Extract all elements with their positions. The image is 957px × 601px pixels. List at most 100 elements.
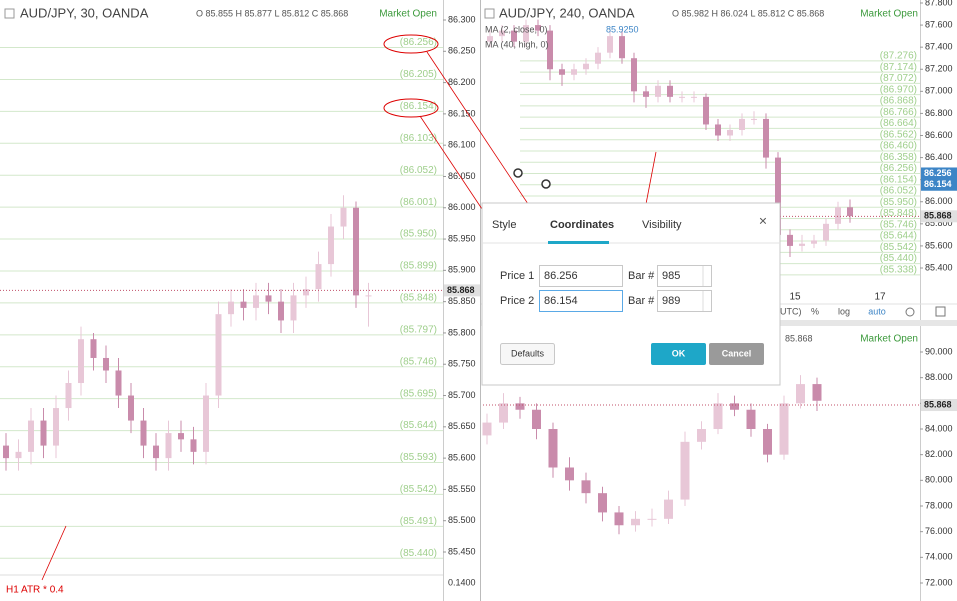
auto-button[interactable]: auto <box>868 306 886 316</box>
price-label-box <box>444 284 480 297</box>
percent-button[interactable]: % <box>811 306 819 316</box>
collapse-icon[interactable] <box>4 8 15 19</box>
level-label: (86.205) <box>400 69 437 80</box>
candle-body <box>365 295 372 297</box>
candle-body <box>823 223 829 241</box>
candle-body <box>847 207 853 217</box>
tab[interactable]: Style <box>492 219 516 231</box>
candle-body <box>40 420 47 446</box>
level-label: (85.950) <box>880 197 917 208</box>
candle-body <box>303 289 309 296</box>
y-tick-label: 85.550 <box>448 484 476 494</box>
settings-icon[interactable] <box>905 307 915 317</box>
y-tick-label: 88.000 <box>925 372 953 382</box>
bar-value: 985 <box>662 270 680 282</box>
candle-body <box>581 480 591 494</box>
bar-value: 989 <box>662 295 680 307</box>
ohlc: O 85.855 H 85.877 L 85.812 C 85.868 <box>196 8 348 18</box>
defaults-button[interactable] <box>500 343 555 365</box>
candle-body <box>680 441 690 500</box>
highlight-ellipse <box>383 98 439 118</box>
candle-body <box>240 301 247 308</box>
candle-body <box>715 124 721 136</box>
candle-body <box>779 403 789 455</box>
y-tick-label: 86.300 <box>448 14 476 24</box>
y-tick-label: 85.950 <box>448 233 476 243</box>
y-tick-label: 87.600 <box>925 19 953 29</box>
candle-body <box>730 403 739 410</box>
y-tick-label: 85.400 <box>925 262 953 272</box>
log-button[interactable]: log <box>838 306 850 316</box>
candle-body <box>812 384 822 401</box>
price-input[interactable] <box>539 290 623 312</box>
ma-legend: MA (2, close, 0) <box>485 24 548 34</box>
level-label: (86.154) <box>400 101 437 112</box>
close-button[interactable]: × <box>759 213 767 229</box>
level-label: (86.256) <box>880 163 917 174</box>
cancel-button[interactable] <box>709 343 764 365</box>
level-label: (85.491) <box>400 516 437 527</box>
candle-body <box>664 499 673 519</box>
level-label: (86.868) <box>880 96 917 107</box>
candle-body <box>763 429 772 455</box>
candle-body <box>532 409 541 429</box>
candle-body <box>128 395 134 421</box>
y-tick-label: 86.000 <box>448 202 476 212</box>
y-tick-label: 85.800 <box>925 218 953 228</box>
ok-button[interactable] <box>651 343 706 365</box>
candle-body <box>835 207 841 224</box>
candle-body <box>315 264 322 290</box>
y-tick-label: 86.100 <box>448 140 476 150</box>
button-label: Cancel <box>722 348 752 358</box>
candle-body <box>178 433 184 440</box>
indicator-name: H1 ATR * 0.4 <box>6 585 64 596</box>
ma-value: 85.9250 <box>606 24 639 34</box>
price-label-box <box>921 167 957 180</box>
y-tick-label: 74.000 <box>925 552 953 562</box>
pointer-line <box>41 525 67 581</box>
level-label: (85.899) <box>400 261 437 272</box>
level-label: (85.542) <box>880 242 917 253</box>
bar-input[interactable] <box>657 290 712 312</box>
level-label: (85.695) <box>400 388 437 399</box>
candle-body <box>667 85 673 97</box>
bar-input[interactable] <box>657 265 712 287</box>
y-tick-label: 86.800 <box>925 108 953 118</box>
collapse-icon[interactable] <box>484 8 495 19</box>
button-label: Defaults <box>511 348 545 358</box>
drawing-handle[interactable] <box>513 168 523 178</box>
tab-active[interactable]: Coordinates <box>550 219 614 231</box>
ma-legend: MA (40, high, 0) <box>485 39 549 49</box>
level-label: (85.440) <box>400 548 437 559</box>
level-label: (86.766) <box>880 107 917 118</box>
y-tick-label: 90.000 <box>925 346 953 356</box>
candle-body <box>340 207 347 227</box>
candle-body <box>65 383 72 409</box>
candle-body <box>265 295 272 302</box>
field-label: Price 2 <box>500 295 534 307</box>
candle-body <box>103 357 109 371</box>
drawing-handle[interactable] <box>541 179 551 189</box>
level-label: (86.664) <box>880 118 917 129</box>
candle-body <box>727 129 733 136</box>
candle-body <box>53 408 59 446</box>
y-tick-label: 85.650 <box>448 421 476 431</box>
price-value: 86.256 <box>544 270 578 282</box>
candle-body <box>115 370 122 396</box>
candle-body <box>215 314 222 396</box>
fullscreen-icon[interactable] <box>935 306 946 317</box>
price-label-box <box>921 178 957 191</box>
timezone[interactable]: UTC) <box>780 306 802 316</box>
level-label: (86.970) <box>880 84 917 95</box>
tab[interactable]: Visibility <box>642 219 682 231</box>
y-tick-label: 86.000 <box>925 196 953 206</box>
y-tick-label: 87.000 <box>925 86 953 96</box>
price-input[interactable] <box>539 265 623 287</box>
candle-body <box>140 420 147 446</box>
level-label: (87.072) <box>880 73 917 84</box>
candle-body <box>515 403 525 410</box>
candle-body <box>583 63 589 70</box>
candle-body <box>631 58 637 92</box>
